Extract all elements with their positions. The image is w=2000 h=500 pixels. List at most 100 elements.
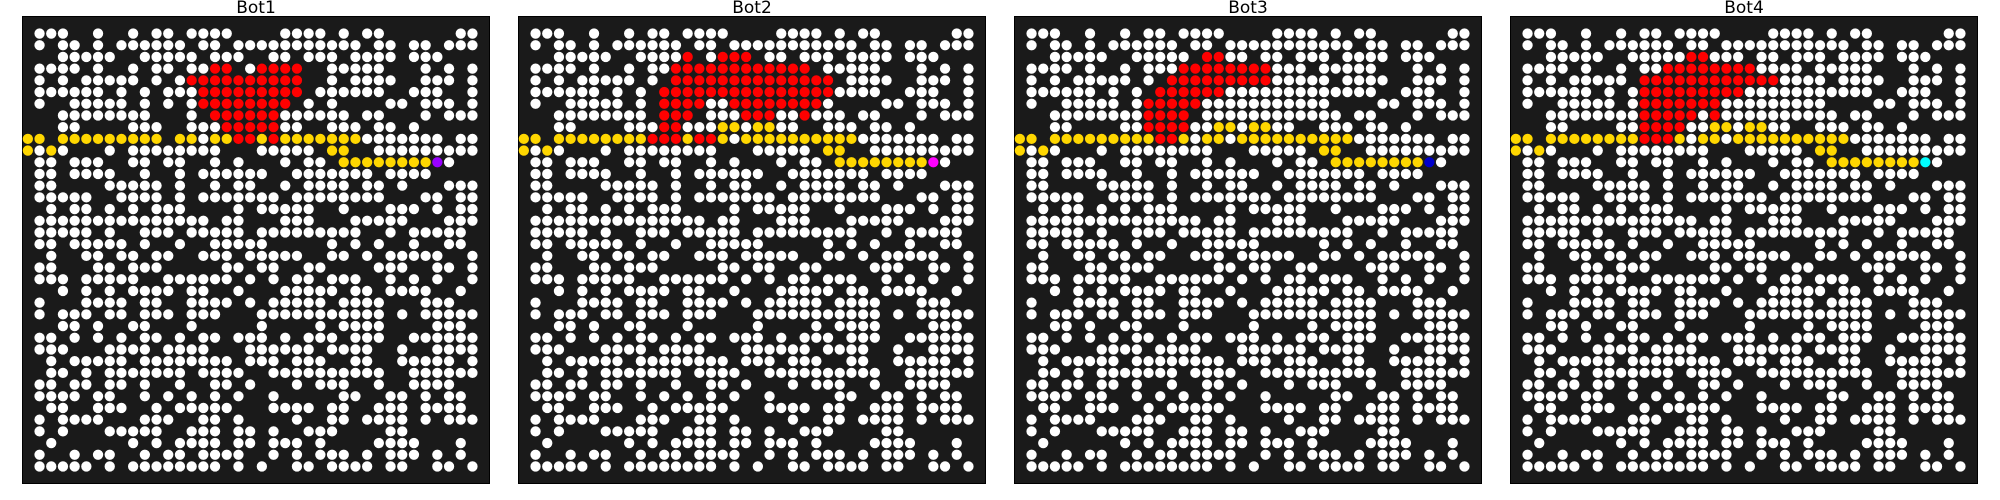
open-cell bbox=[565, 461, 576, 472]
open-cell bbox=[1190, 227, 1201, 238]
open-cell bbox=[799, 40, 810, 51]
open-cell bbox=[1651, 28, 1662, 39]
open-cell bbox=[1178, 344, 1189, 355]
path-cell bbox=[22, 133, 33, 144]
open-cell bbox=[834, 391, 845, 402]
open-cell bbox=[1721, 414, 1732, 425]
open-cell bbox=[1955, 203, 1966, 215]
open-cell bbox=[420, 40, 431, 51]
open-cell bbox=[1201, 192, 1213, 203]
open-cell bbox=[1237, 332, 1248, 343]
open-cell bbox=[1318, 461, 1330, 472]
open-cell bbox=[1744, 332, 1755, 343]
open-cell bbox=[1534, 332, 1545, 343]
open-cell bbox=[1791, 51, 1802, 63]
open-cell bbox=[373, 215, 384, 226]
open-cell bbox=[1709, 297, 1720, 308]
open-cell bbox=[1779, 356, 1791, 367]
open-cell bbox=[69, 203, 80, 215]
fire-cell bbox=[1190, 86, 1201, 98]
open-cell bbox=[1955, 332, 1966, 343]
open-cell bbox=[1365, 63, 1376, 74]
fire-cell bbox=[1639, 122, 1650, 133]
open-cell bbox=[1557, 332, 1568, 343]
open-cell bbox=[1201, 274, 1213, 285]
open-cell bbox=[1026, 332, 1037, 343]
open-cell bbox=[139, 227, 150, 238]
fire-cell bbox=[1166, 133, 1178, 144]
open-cell bbox=[1697, 239, 1709, 250]
open-cell bbox=[1143, 180, 1154, 191]
open-cell bbox=[939, 227, 951, 238]
open-cell bbox=[869, 437, 880, 449]
open-cell bbox=[682, 285, 693, 297]
open-cell bbox=[198, 297, 209, 308]
open-cell bbox=[612, 367, 623, 378]
open-cell bbox=[881, 437, 892, 449]
open-cell bbox=[577, 98, 588, 109]
open-cell bbox=[553, 145, 565, 156]
open-cell bbox=[928, 203, 939, 215]
open-cell bbox=[1412, 402, 1423, 414]
open-cell bbox=[635, 426, 646, 437]
open-cell bbox=[1307, 332, 1318, 343]
open-cell bbox=[635, 309, 646, 320]
open-cell bbox=[1038, 227, 1049, 238]
open-cell bbox=[46, 192, 57, 203]
open-cell bbox=[928, 344, 939, 355]
open-cell bbox=[455, 203, 466, 215]
open-cell bbox=[951, 402, 962, 414]
open-cell bbox=[729, 40, 740, 51]
open-cell bbox=[1697, 122, 1709, 133]
open-cell bbox=[1190, 40, 1201, 51]
open-cell bbox=[1213, 367, 1224, 378]
open-cell bbox=[1120, 461, 1131, 472]
open-cell bbox=[1260, 367, 1271, 378]
open-cell bbox=[151, 332, 162, 343]
open-cell bbox=[1662, 449, 1674, 460]
open-cell bbox=[600, 367, 611, 378]
open-cell bbox=[1108, 356, 1119, 367]
open-cell bbox=[1826, 40, 1837, 51]
open-cell bbox=[881, 285, 892, 297]
open-cell bbox=[1096, 215, 1107, 226]
open-cell bbox=[350, 227, 361, 238]
open-cell bbox=[1627, 145, 1638, 156]
open-cell bbox=[846, 367, 857, 378]
open-cell bbox=[467, 262, 478, 273]
open-cell bbox=[1096, 262, 1107, 273]
open-cell bbox=[1674, 28, 1685, 39]
open-cell bbox=[963, 461, 974, 472]
open-cell bbox=[245, 192, 256, 203]
fire-cell bbox=[659, 98, 670, 109]
open-cell bbox=[869, 133, 880, 144]
fire-cell bbox=[764, 98, 775, 109]
open-cell bbox=[542, 63, 553, 74]
open-cell bbox=[928, 250, 939, 261]
open-cell bbox=[186, 51, 197, 63]
open-cell bbox=[1557, 215, 1568, 226]
open-cell bbox=[408, 274, 420, 285]
path-cell bbox=[1073, 133, 1084, 144]
open-cell bbox=[1697, 40, 1709, 51]
open-cell bbox=[1580, 28, 1592, 39]
open-cell bbox=[858, 51, 869, 63]
open-cell bbox=[1756, 391, 1767, 402]
open-cell bbox=[233, 461, 244, 472]
open-cell bbox=[834, 461, 845, 472]
open-cell bbox=[1545, 192, 1557, 203]
open-cell bbox=[315, 309, 326, 320]
open-cell bbox=[1049, 402, 1061, 414]
open-cell bbox=[198, 461, 209, 472]
open-cell bbox=[174, 215, 186, 226]
open-cell bbox=[1955, 28, 1966, 39]
open-cell bbox=[1943, 320, 1954, 332]
fire-cell bbox=[1721, 86, 1732, 98]
open-cell bbox=[1803, 262, 1814, 273]
open-cell bbox=[1389, 356, 1400, 367]
open-cell bbox=[186, 297, 197, 308]
open-cell bbox=[1943, 192, 1954, 203]
open-cell bbox=[1604, 40, 1615, 51]
open-cell bbox=[81, 168, 92, 180]
open-cell bbox=[174, 332, 186, 343]
